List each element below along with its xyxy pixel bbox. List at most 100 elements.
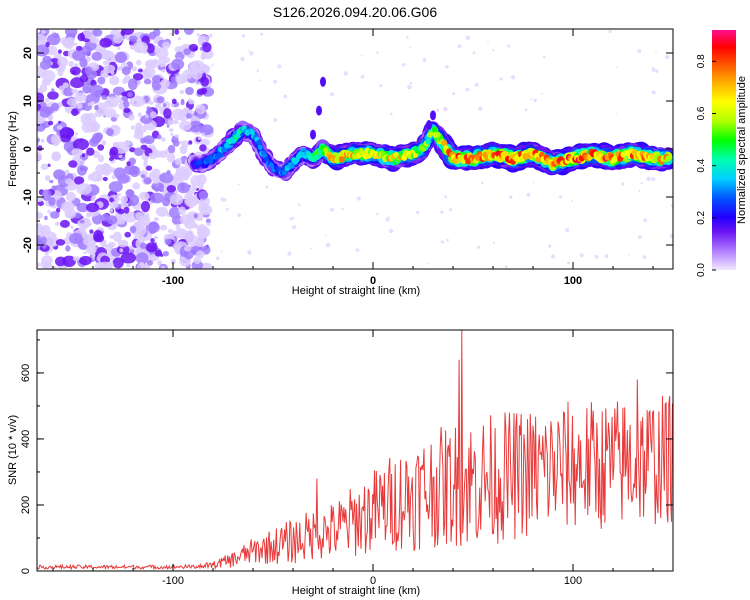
spec-xtick-label: 100 bbox=[564, 275, 582, 287]
noise-speckle bbox=[167, 144, 176, 154]
noise-speckle bbox=[59, 126, 74, 139]
faint-speckle bbox=[646, 176, 651, 181]
noise-speckle bbox=[162, 251, 169, 257]
noise-speckle bbox=[120, 252, 137, 264]
noise-speckle bbox=[202, 42, 212, 53]
noise-speckle bbox=[183, 245, 192, 252]
signal-cell bbox=[224, 142, 230, 149]
noise-speckle bbox=[40, 260, 49, 269]
noise-speckle bbox=[53, 136, 62, 145]
noise-speckle bbox=[195, 239, 205, 248]
signal-cell bbox=[425, 138, 431, 145]
noise-speckle bbox=[109, 75, 120, 86]
spec-xtick-label: -100 bbox=[162, 275, 184, 287]
faint-speckle bbox=[220, 250, 223, 253]
faint-speckle bbox=[422, 58, 427, 62]
noise-speckle bbox=[118, 99, 123, 103]
noise-speckle bbox=[63, 202, 72, 209]
faint-speckle bbox=[440, 240, 444, 244]
noise-speckle bbox=[55, 256, 67, 267]
noise-speckle bbox=[153, 235, 159, 240]
noise-speckle bbox=[193, 213, 198, 219]
noise-speckle bbox=[44, 98, 50, 103]
noise-speckle bbox=[175, 73, 186, 85]
noise-speckle bbox=[89, 229, 94, 234]
noise-speckle bbox=[155, 47, 169, 59]
noise-speckle bbox=[179, 120, 192, 131]
noise-speckle bbox=[69, 233, 83, 244]
noise-speckle bbox=[174, 158, 183, 166]
noise-speckle bbox=[44, 215, 48, 221]
noise-speckle bbox=[121, 66, 131, 76]
faint-speckle bbox=[638, 190, 641, 192]
faint-speckle bbox=[533, 98, 537, 103]
noise-speckle bbox=[45, 236, 60, 247]
signal-cell bbox=[426, 120, 432, 130]
noise-speckle bbox=[177, 37, 182, 41]
noise-speckle bbox=[168, 206, 181, 219]
colorbar-label: Normalized spectral amplitude bbox=[736, 76, 748, 224]
noise-speckle bbox=[166, 185, 176, 193]
noise-speckle bbox=[86, 121, 101, 133]
noise-speckle bbox=[198, 190, 209, 200]
noise-speckle bbox=[152, 176, 161, 184]
faint-speckle bbox=[215, 256, 220, 261]
noise-speckle bbox=[51, 152, 61, 162]
noise-speckle bbox=[127, 91, 133, 98]
noise-speckle bbox=[109, 146, 119, 156]
faint-speckle bbox=[558, 195, 563, 199]
signal-cell bbox=[316, 105, 322, 116]
faint-speckle bbox=[324, 234, 327, 236]
faint-speckle bbox=[665, 55, 670, 60]
noise-speckle bbox=[82, 82, 92, 94]
colorbar-tick-label: 0.0 bbox=[696, 263, 707, 277]
snr-ytick-label: 200 bbox=[20, 496, 32, 514]
noise-speckle bbox=[149, 192, 165, 204]
noise-speckle bbox=[37, 262, 40, 268]
noise-speckle bbox=[176, 223, 181, 227]
noise-speckle bbox=[123, 107, 131, 113]
noise-speckle bbox=[169, 193, 184, 206]
noise-speckle bbox=[139, 242, 147, 249]
faint-speckle bbox=[651, 177, 656, 182]
noise-speckle bbox=[140, 200, 151, 213]
faint-speckle bbox=[416, 210, 420, 215]
noise-speckle bbox=[151, 185, 156, 190]
faint-speckle bbox=[669, 233, 673, 239]
colorbar-tick-label: 0.2 bbox=[696, 210, 707, 224]
noise-speckle bbox=[62, 38, 75, 49]
noise-speckle bbox=[146, 260, 153, 266]
faint-speckle bbox=[567, 261, 570, 265]
noise-speckle bbox=[186, 234, 198, 246]
noise-speckle bbox=[159, 172, 174, 184]
noise-speckle bbox=[158, 56, 167, 68]
faint-speckle bbox=[341, 207, 344, 211]
faint-speckle bbox=[385, 217, 390, 222]
faint-speckle bbox=[651, 90, 656, 95]
noise-speckle bbox=[113, 231, 122, 243]
noise-speckle bbox=[117, 66, 122, 71]
noise-speckle bbox=[39, 83, 48, 93]
noise-speckle bbox=[170, 132, 174, 136]
noise-speckle bbox=[184, 195, 199, 208]
noise-speckle bbox=[186, 230, 194, 236]
signal-cell bbox=[320, 76, 326, 87]
noise-speckle bbox=[44, 106, 54, 115]
noise-speckle bbox=[127, 142, 132, 146]
signal-cell bbox=[431, 127, 438, 133]
noise-speckle bbox=[157, 260, 163, 266]
noise-speckle bbox=[183, 29, 194, 35]
noise-speckle bbox=[103, 108, 117, 118]
noise-speckle bbox=[203, 246, 208, 251]
faint-speckle bbox=[356, 196, 361, 201]
faint-speckle bbox=[499, 77, 503, 81]
noise-speckle bbox=[106, 96, 119, 108]
noise-speckle bbox=[97, 154, 104, 163]
spec-ytick-label: 0 bbox=[22, 146, 34, 152]
noise-speckle bbox=[97, 76, 106, 85]
noise-speckle bbox=[148, 221, 159, 231]
noise-speckle bbox=[179, 89, 185, 94]
noise-speckle bbox=[50, 211, 60, 219]
noise-speckle bbox=[164, 234, 168, 239]
